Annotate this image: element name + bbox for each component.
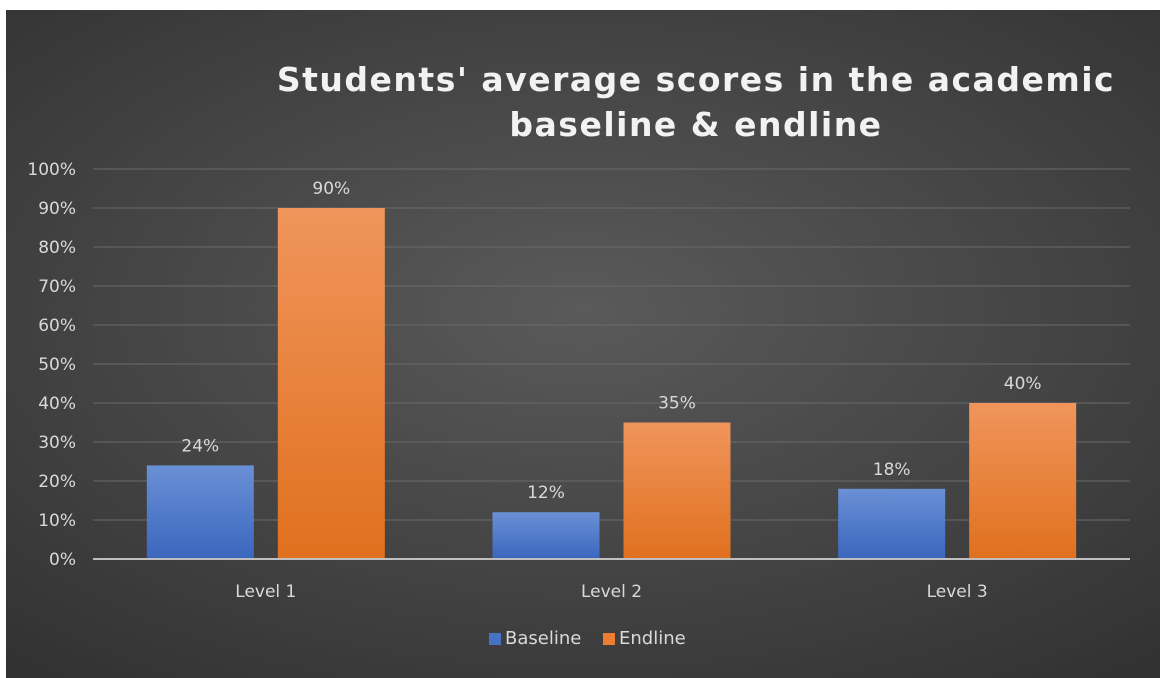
bar-chart: Students' average scores in the academic… bbox=[27, 60, 1130, 649]
x-category-label: Level 1 bbox=[235, 582, 296, 602]
bar-baseline-2 bbox=[492, 512, 600, 559]
data-label-endline-3: 40% bbox=[1004, 374, 1042, 394]
bars bbox=[146, 208, 1077, 559]
gridlines bbox=[93, 168, 1130, 521]
y-tick-label: 50% bbox=[38, 355, 76, 375]
legend-label-baseline: Baseline bbox=[505, 628, 581, 649]
data-label-baseline-2: 12% bbox=[527, 483, 565, 503]
x-category-label: Level 2 bbox=[581, 582, 642, 602]
bar-endline-1 bbox=[277, 208, 385, 559]
data-label-baseline-1: 24% bbox=[181, 436, 219, 456]
y-tick-label: 60% bbox=[38, 316, 76, 336]
y-tick-label: 10% bbox=[38, 511, 76, 531]
legend: Baseline Endline bbox=[489, 628, 686, 649]
y-axis-ticks: 0% 10% 20% 30% 40% 50% 60% 70% 80% 90% 100% bbox=[27, 160, 76, 570]
y-tick-label: 100% bbox=[27, 160, 76, 180]
chart-area: Students' average scores in the academic… bbox=[6, 10, 1160, 678]
legend-swatch-baseline bbox=[489, 633, 501, 645]
y-tick-label: 70% bbox=[38, 277, 76, 297]
data-labels: 24% 90% 12% 35% 18% 40% bbox=[181, 179, 1041, 503]
y-tick-label: 20% bbox=[38, 472, 76, 492]
y-tick-label: 90% bbox=[38, 199, 76, 219]
y-tick-label: 40% bbox=[38, 394, 76, 414]
bar-baseline-3 bbox=[838, 488, 946, 559]
bar-endline-3 bbox=[969, 403, 1077, 559]
x-category-label: Level 3 bbox=[927, 582, 988, 602]
bar-baseline-1 bbox=[146, 465, 254, 559]
y-tick-label: 0% bbox=[49, 550, 76, 570]
bar-endline-2 bbox=[623, 422, 731, 559]
chart-title-line-2: baseline & endline bbox=[509, 105, 882, 144]
data-label-endline-2: 35% bbox=[658, 394, 696, 414]
legend-label-endline: Endline bbox=[619, 628, 686, 649]
x-axis: Level 1 Level 2 Level 3 bbox=[93, 558, 1130, 602]
data-label-baseline-3: 18% bbox=[873, 460, 911, 480]
chart-title-line-1: Students' average scores in the academic bbox=[277, 60, 1115, 99]
y-tick-label: 80% bbox=[38, 238, 76, 258]
y-tick-label: 30% bbox=[38, 433, 76, 453]
legend-swatch-endline bbox=[603, 633, 615, 645]
data-label-endline-1: 90% bbox=[312, 179, 350, 199]
